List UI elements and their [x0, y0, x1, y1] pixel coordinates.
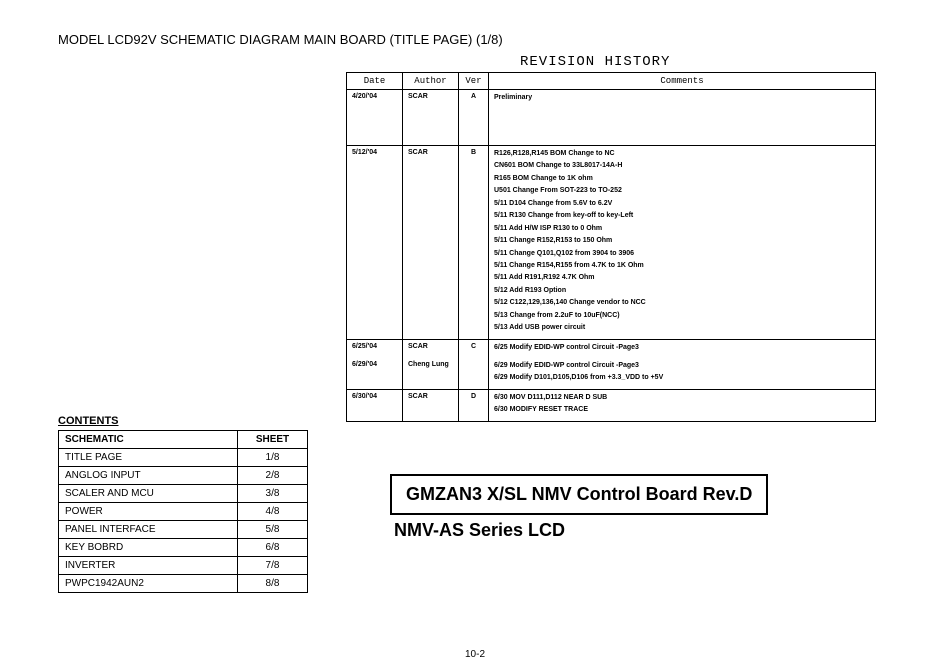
cell-date: 5/12/'04	[347, 146, 403, 340]
table-header-row: SCHEMATIC SHEET	[59, 431, 308, 449]
cell-schematic: KEY BOBRD	[59, 539, 238, 557]
cell-sheet: 6/8	[238, 539, 308, 557]
cell-ver: A	[459, 90, 489, 146]
table-row: PANEL INTERFACE5/8	[59, 521, 308, 539]
revision-history-table: Date Author Ver Comments 4/20/'04SCARAPr…	[346, 72, 876, 422]
cell-sheet: 7/8	[238, 557, 308, 575]
table-row: 5/12/'04SCARBR126,R128,R145 BOM Change t…	[347, 146, 876, 340]
header-ver: Ver	[459, 73, 489, 90]
cell-sheet: 2/8	[238, 467, 308, 485]
subtitle: NMV-AS Series LCD	[394, 520, 565, 541]
header-sheet: SHEET	[238, 431, 308, 449]
table-row: 6/29/'04Cheng Lung 6/29 Modify EDID-WP co…	[347, 358, 876, 389]
cell-comments: 6/30 MOV D111,D112 NEAR D SUB6/30 MODIFY…	[489, 389, 876, 421]
revision-history-title: REVISION HISTORY	[520, 54, 670, 70]
header-schematic: SCHEMATIC	[59, 431, 238, 449]
cell-date: 6/30/'04	[347, 389, 403, 421]
table-row: 6/25/'04SCARC6/25 Modify EDID-WP control…	[347, 339, 876, 358]
cell-author: SCAR	[403, 90, 459, 146]
cell-ver: C	[459, 339, 489, 358]
table-row: KEY BOBRD6/8	[59, 539, 308, 557]
cell-comments: 6/25 Modify EDID-WP control Circuit -Pag…	[489, 339, 876, 358]
cell-author: SCAR	[403, 146, 459, 340]
table-row: 6/30/'04SCARD6/30 MOV D111,D112 NEAR D S…	[347, 389, 876, 421]
cell-sheet: 8/8	[238, 575, 308, 593]
cell-comments: 6/29 Modify EDID-WP control Circuit -Pag…	[489, 358, 876, 389]
cell-sheet: 4/8	[238, 503, 308, 521]
table-header-row: Date Author Ver Comments	[347, 73, 876, 90]
cell-ver: D	[459, 389, 489, 421]
page-number: 10-2	[0, 649, 950, 660]
contents-table: SCHEMATIC SHEET TITLE PAGE1/8ANGLOG INPU…	[58, 430, 308, 593]
table-row: 4/20/'04SCARAPreliminary	[347, 90, 876, 146]
cell-ver	[459, 358, 489, 389]
table-row: PWPC1942AUN28/8	[59, 575, 308, 593]
table-row: POWER4/8	[59, 503, 308, 521]
header-date: Date	[347, 73, 403, 90]
table-row: ANGLOG INPUT2/8	[59, 467, 308, 485]
header-comments: Comments	[489, 73, 876, 90]
cell-author: Cheng Lung	[403, 358, 459, 389]
cell-sheet: 3/8	[238, 485, 308, 503]
cell-schematic: ANGLOG INPUT	[59, 467, 238, 485]
cell-schematic: PWPC1942AUN2	[59, 575, 238, 593]
cell-comments: R126,R128,R145 BOM Change to NCCN601 BOM…	[489, 146, 876, 340]
cell-comments: Preliminary	[489, 90, 876, 146]
cell-schematic: PANEL INTERFACE	[59, 521, 238, 539]
cell-author: SCAR	[403, 389, 459, 421]
table-row: INVERTER7/8	[59, 557, 308, 575]
cell-date: 6/25/'04	[347, 339, 403, 358]
board-title: GMZAN3 X/SL NMV Control Board Rev.D	[390, 474, 768, 515]
cell-schematic: SCALER AND MCU	[59, 485, 238, 503]
cell-schematic: TITLE PAGE	[59, 449, 238, 467]
cell-sheet: 1/8	[238, 449, 308, 467]
page-title: MODEL LCD92V SCHEMATIC DIAGRAM MAIN BOAR…	[58, 32, 900, 47]
header-author: Author	[403, 73, 459, 90]
cell-ver: B	[459, 146, 489, 340]
cell-schematic: INVERTER	[59, 557, 238, 575]
cell-sheet: 5/8	[238, 521, 308, 539]
cell-schematic: POWER	[59, 503, 238, 521]
cell-date: 6/29/'04	[347, 358, 403, 389]
contents-title: CONTENTS	[58, 415, 119, 427]
table-row: TITLE PAGE1/8	[59, 449, 308, 467]
cell-author: SCAR	[403, 339, 459, 358]
cell-date: 4/20/'04	[347, 90, 403, 146]
table-row: SCALER AND MCU3/8	[59, 485, 308, 503]
